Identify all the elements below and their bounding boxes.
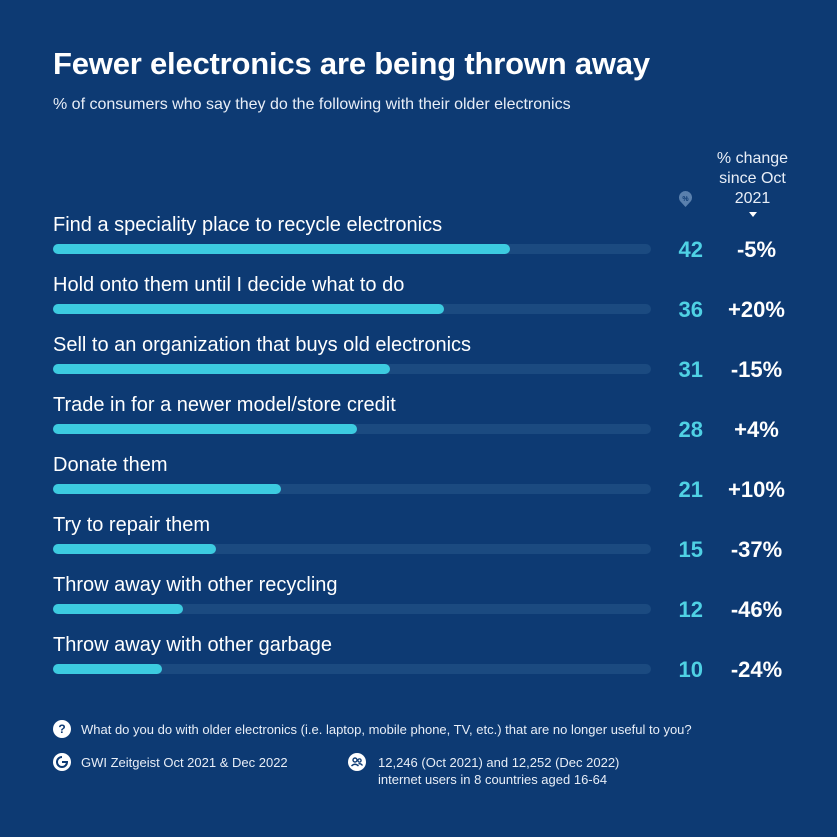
bar: [53, 424, 357, 434]
bar-value-label: 21: [678, 477, 703, 502]
bar-value-label: 15: [678, 537, 703, 562]
footnote-question: What do you do with older electronics (i…: [81, 722, 692, 737]
bar-track: [53, 364, 651, 374]
bar-label: Donate them: [53, 454, 168, 476]
bar-track: [53, 304, 651, 314]
bar: [53, 364, 390, 374]
bar: [53, 664, 162, 674]
bar: [53, 304, 444, 314]
bar-label: Trade in for a newer model/store credit: [53, 394, 396, 416]
bar-track: [53, 664, 651, 674]
footnote-source: GWI Zeitgeist Oct 2021 & Dec 2022: [81, 755, 288, 770]
change-column-header-label: % change since Oct 2021: [716, 150, 789, 207]
footnote-sample-line2: internet users in 8 countries aged 16-64: [378, 772, 608, 787]
footnote-sample: 12,246 (Oct 2021) and 12,252 (Dec 2022) …: [378, 754, 619, 788]
bar-value-label: 12: [678, 597, 703, 622]
bar-label: Sell to an organization that buys old el…: [53, 334, 472, 356]
bar-change-label: -46%: [730, 597, 783, 622]
question-icon: ?: [53, 720, 71, 738]
footnote-sample-line1: 12,246 (Oct 2021) and 12,252 (Dec 2022): [378, 755, 620, 770]
bar-track: [53, 484, 651, 494]
bar: [53, 544, 216, 554]
bar-track: [53, 244, 651, 254]
bar-change-label: -15%: [730, 357, 783, 382]
chart-title: Fewer electronics are being thrown away: [53, 46, 650, 81]
users-icon: [348, 753, 366, 771]
bar-label: Hold onto them until I decide what to do: [53, 274, 405, 296]
gwi-logo-icon: [53, 753, 71, 771]
bar-track: [53, 424, 651, 434]
bar-change-label: -24%: [730, 657, 783, 682]
bar-change-label: +10%: [728, 477, 785, 502]
bar: [53, 484, 281, 494]
bar-track: [53, 604, 651, 614]
bar-change-label: -5%: [736, 237, 777, 262]
bar-label: Throw away with other garbage: [53, 634, 333, 656]
bar-value-label: 31: [678, 357, 703, 382]
bar: [53, 604, 183, 614]
bar-label: Throw away with other recycling: [53, 574, 338, 596]
change-column-header: % change since Oct 2021: [700, 149, 805, 217]
percent-badge-icon: %: [679, 191, 692, 207]
bar-label: Find a speciality place to recycle elect…: [53, 214, 443, 236]
bar-change-label: -37%: [730, 537, 783, 562]
chart-subtitle: % of consumers who say they do the follo…: [53, 96, 571, 113]
bar-chart: Find a speciality place to recycle elect…: [53, 214, 785, 682]
bar-value-label: 10: [678, 657, 703, 682]
bar-track: [53, 544, 651, 554]
bar-change-label: +4%: [734, 417, 779, 442]
bar-label: Try to repair them: [53, 514, 211, 536]
bar-change-label: +20%: [728, 297, 785, 322]
bar-value-label: 36: [678, 297, 703, 322]
bar: [53, 244, 510, 254]
bar-value-label: 28: [678, 417, 703, 442]
percent-badge-label: %: [682, 196, 689, 203]
bar-value-label: 42: [678, 237, 703, 262]
caret-down-icon: [748, 212, 757, 217]
